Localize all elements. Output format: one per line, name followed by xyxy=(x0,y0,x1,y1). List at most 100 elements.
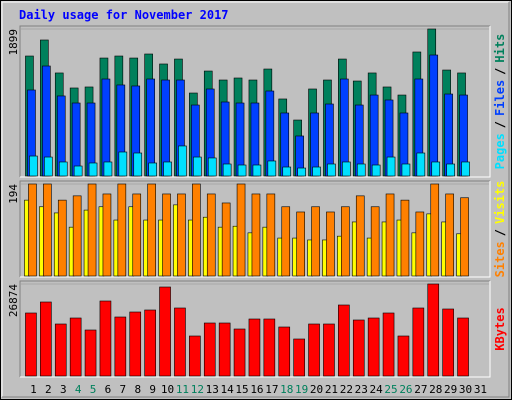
y-tick-label: 194 xyxy=(7,184,20,204)
bar xyxy=(57,199,67,277)
y-tick-label: 26874 xyxy=(7,284,20,317)
bar xyxy=(369,94,379,177)
legend-entry: KBytes xyxy=(493,307,507,350)
x-tick-label: 13 xyxy=(206,383,219,396)
bar xyxy=(43,183,52,277)
x-tick-label: 10 xyxy=(161,383,174,396)
bar xyxy=(28,183,37,277)
bar xyxy=(161,79,170,177)
bar xyxy=(281,206,291,277)
bar xyxy=(397,335,410,377)
bar xyxy=(431,161,441,177)
bar xyxy=(206,193,216,277)
bar xyxy=(101,78,111,177)
bar xyxy=(312,166,321,177)
x-tick-label: 7 xyxy=(120,383,127,396)
legend-entry: Files xyxy=(493,80,507,116)
x-tick-label: 28 xyxy=(429,383,442,396)
x-tick-label: 22 xyxy=(340,383,353,396)
bar xyxy=(221,202,231,277)
bar xyxy=(174,307,186,377)
x-tick-label: 17 xyxy=(265,383,278,396)
bar xyxy=(446,163,455,177)
bar xyxy=(29,155,38,177)
x-tick-label: 21 xyxy=(325,383,338,396)
x-tick-label: 18 xyxy=(280,383,293,396)
legend-separator: / xyxy=(493,229,507,236)
legend: Sites / Visits xyxy=(493,181,507,278)
x-tick-label: 12 xyxy=(191,383,204,396)
bar xyxy=(310,112,319,177)
bar xyxy=(323,323,335,377)
bar xyxy=(371,164,381,177)
bar xyxy=(58,161,68,177)
bar xyxy=(296,211,305,277)
x-tick-label: 1 xyxy=(30,383,37,396)
bar xyxy=(326,211,335,277)
bar xyxy=(415,211,425,277)
bar xyxy=(327,163,336,177)
bar xyxy=(118,151,128,177)
bar xyxy=(237,164,247,177)
bar xyxy=(356,163,366,177)
bar xyxy=(412,307,425,377)
bar xyxy=(193,156,202,177)
bar xyxy=(146,78,155,177)
bar xyxy=(338,304,350,377)
bar xyxy=(178,145,187,177)
bar xyxy=(386,156,396,177)
x-tick-label: 2 xyxy=(45,383,52,396)
bar xyxy=(218,322,231,377)
bar xyxy=(192,183,201,277)
panel-bevel xyxy=(20,181,491,278)
x-tick-label: 11 xyxy=(176,383,189,396)
bar xyxy=(189,335,201,377)
bar xyxy=(278,326,291,377)
bar xyxy=(54,323,67,377)
x-tick-label: 5 xyxy=(90,383,97,396)
bar xyxy=(129,311,142,377)
bar xyxy=(236,183,246,277)
bar xyxy=(69,317,82,377)
bar xyxy=(266,193,276,277)
bar xyxy=(144,309,156,377)
bar xyxy=(222,163,232,177)
x-tick-label: 4 xyxy=(75,383,82,396)
panel-bevel xyxy=(19,180,490,277)
bar xyxy=(430,183,440,277)
bar xyxy=(99,300,112,377)
x-tick-label: 9 xyxy=(149,383,156,396)
bar xyxy=(162,193,171,277)
bar xyxy=(133,152,143,177)
chart-title: Daily usage for November 2017 xyxy=(19,8,229,22)
x-tick-label: 20 xyxy=(310,383,323,396)
panel-bevel xyxy=(20,26,491,178)
x-tick-label: 14 xyxy=(221,383,235,396)
bar xyxy=(293,338,305,377)
bar xyxy=(282,166,292,177)
bar xyxy=(382,312,395,377)
bar xyxy=(114,316,127,377)
bar xyxy=(73,165,83,177)
legend-entry: Hits xyxy=(493,34,507,63)
bar xyxy=(148,162,157,177)
bar xyxy=(132,193,142,277)
bar xyxy=(385,193,395,277)
bar xyxy=(461,161,470,177)
bar xyxy=(71,102,81,177)
x-tick-label: 24 xyxy=(370,383,384,396)
bar xyxy=(159,286,171,377)
bar xyxy=(340,78,349,177)
bar xyxy=(445,193,454,277)
x-tick-label: 31 xyxy=(474,383,487,396)
bar xyxy=(267,160,277,177)
bar xyxy=(341,206,350,277)
bar xyxy=(233,328,246,377)
bar xyxy=(25,312,37,377)
bar xyxy=(72,195,82,277)
legend: Pages / Files / Hits xyxy=(493,34,507,170)
legend-entry: Pages xyxy=(493,133,507,169)
bar xyxy=(207,157,217,177)
